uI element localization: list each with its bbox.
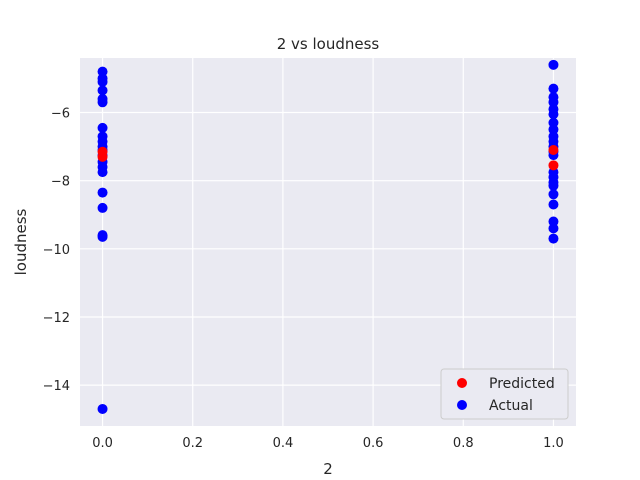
- predicted-point: [548, 145, 559, 155]
- actual-point: [548, 233, 559, 244]
- y-tick-label: −12: [43, 311, 70, 326]
- actual-point: [548, 109, 559, 120]
- x-tick-label: 0.2: [182, 436, 203, 451]
- y-tick-label: −6: [51, 107, 70, 122]
- legend-marker-actual: [457, 400, 467, 410]
- x-axis-label: 2: [323, 460, 333, 478]
- x-tick-label: 0.0: [92, 436, 113, 451]
- actual-point: [97, 202, 108, 213]
- y-tick-label: −14: [43, 379, 70, 394]
- x-tick-label: 0.6: [363, 436, 384, 451]
- legend: Predicted Actual: [440, 368, 569, 420]
- y-tick-label: −8: [51, 175, 70, 190]
- actual-point: [548, 59, 559, 70]
- y-axis-ticks: −14 −12 −10 −8 −6: [43, 107, 70, 395]
- actual-point: [97, 403, 108, 414]
- y-tick-label: −10: [43, 243, 70, 258]
- actual-point: [548, 199, 559, 210]
- x-tick-label: 1.0: [543, 436, 564, 451]
- legend-box: [440, 368, 569, 420]
- y-axis-label: loudness: [12, 208, 30, 275]
- legend-label-predicted: Predicted: [489, 376, 555, 392]
- predicted-point: [97, 151, 108, 162]
- plot-area: [80, 58, 576, 426]
- actual-point: [97, 97, 108, 108]
- actual-point: [548, 83, 559, 94]
- predicted-point: [548, 160, 559, 171]
- grid-lines: [80, 58, 576, 426]
- chart-title: 2 vs loudness: [277, 35, 380, 53]
- actual-point: [97, 122, 108, 133]
- x-tick-label: 0.8: [453, 436, 474, 451]
- actual-point: [548, 180, 559, 191]
- actual-point: [97, 167, 108, 178]
- actual-point: [97, 76, 108, 87]
- legend-marker-predicted: [457, 378, 467, 388]
- x-tick-label: 0.4: [273, 436, 294, 451]
- actual-point: [548, 223, 559, 234]
- actual-point: [97, 187, 108, 198]
- actual-point: [97, 231, 108, 242]
- x-axis-ticks: 0.0 0.2 0.4 0.6 0.8 1.0: [92, 436, 564, 451]
- actual-point: [97, 85, 108, 96]
- actual-point: [548, 189, 559, 200]
- legend-label-actual: Actual: [489, 398, 533, 414]
- data-points: [97, 59, 559, 414]
